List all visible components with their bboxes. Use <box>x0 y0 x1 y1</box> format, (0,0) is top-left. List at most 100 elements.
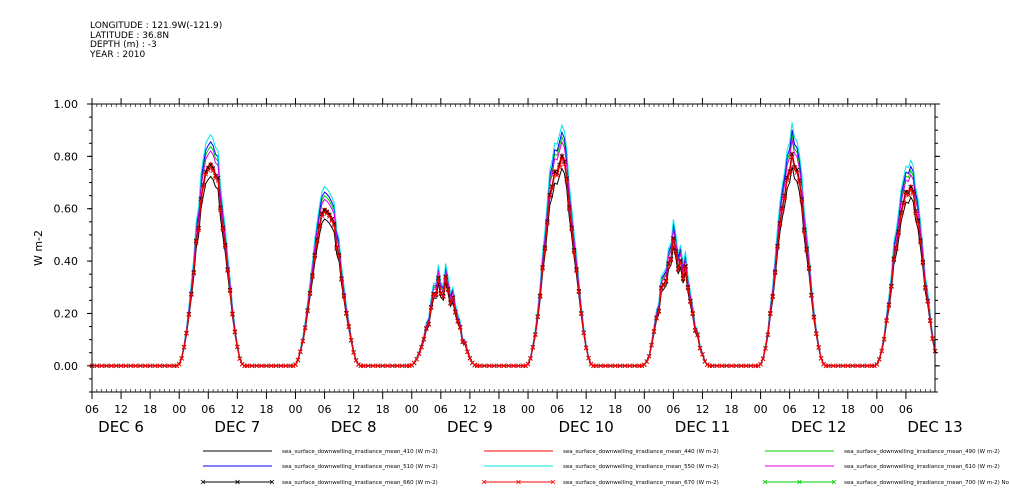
series-marker-7 <box>525 361 531 367</box>
x-hour-label: 18 <box>841 403 855 416</box>
series-marker-7 <box>220 227 226 232</box>
series-marker-7 <box>906 193 911 198</box>
series-marker-7 <box>891 257 897 263</box>
series-marker-7 <box>663 279 669 285</box>
series-marker-6 <box>436 275 441 281</box>
series-marker-7 <box>227 288 233 294</box>
series-marker-7 <box>411 360 417 366</box>
x-date-label: DEC 12 <box>791 418 846 436</box>
legend-label: sea_surface_downwelling_irradiance_mean_… <box>844 449 1000 455</box>
series-marker-7 <box>678 259 683 265</box>
series-marker-7 <box>486 363 492 369</box>
series-marker-7 <box>191 271 197 276</box>
series-marker-7 <box>339 277 344 282</box>
series-marker-7 <box>617 363 623 369</box>
series-marker-7 <box>467 355 473 361</box>
x-hour-label: 18 <box>143 403 157 416</box>
series-marker-7 <box>641 362 647 368</box>
x-hour-label: 06 <box>434 403 448 416</box>
x-hour-label: 00 <box>521 403 535 416</box>
axes: 0.00 0.20 0.40 0.60 0.80 1.00 06 12 18 00 06 12 18 00… <box>54 98 963 436</box>
series-marker-7 <box>855 363 860 369</box>
series-marker-7 <box>421 337 427 342</box>
series-marker-7 <box>680 276 686 282</box>
legend-marker <box>831 479 837 485</box>
series-marker-7 <box>688 299 693 305</box>
series-marker-7 <box>453 310 458 315</box>
x-date-label: DEC 10 <box>558 418 613 436</box>
series-marker-7 <box>622 363 628 369</box>
x-hour-label: 00 <box>288 403 302 416</box>
series-marker-7 <box>775 245 780 250</box>
series-marker-7 <box>767 311 773 317</box>
legend-label: sea_surface_downwelling_irradiance_mean_… <box>563 464 719 470</box>
y-tick-label: 1.00 <box>54 98 79 111</box>
series-marker-7 <box>399 363 405 369</box>
series-marker-7 <box>186 312 192 318</box>
series-marker-7 <box>758 361 763 367</box>
series-marker-7 <box>327 214 332 219</box>
series-marker-7 <box>307 291 313 297</box>
series-marker-7 <box>203 172 209 177</box>
series-marker-7 <box>305 308 310 314</box>
x-hour-label: 12 <box>812 403 826 416</box>
series-marker-7 <box>528 356 533 361</box>
series-marker-7 <box>295 357 301 363</box>
series-marker-7 <box>889 284 894 290</box>
series-marker-7 <box>457 325 463 330</box>
series-marker-7 <box>661 283 667 288</box>
series-marker-7 <box>433 292 439 298</box>
legend: sea_surface_downwelling_irradiance_mean_… <box>200 449 1009 486</box>
series-marker-7 <box>138 363 143 369</box>
series-marker-7 <box>94 363 100 369</box>
series-marker-7 <box>443 275 448 281</box>
series-marker-7 <box>787 171 792 176</box>
series-marker-7 <box>574 268 579 273</box>
x-hour-label: 18 <box>492 403 506 416</box>
series-marker-7 <box>239 361 245 367</box>
series-marker-7 <box>549 186 555 191</box>
series-marker-7 <box>496 363 502 369</box>
series-marker-7 <box>632 363 637 369</box>
series-marker-7 <box>179 356 184 361</box>
x-date-label: DEC 11 <box>675 418 730 436</box>
series-marker-7 <box>423 326 429 332</box>
series-marker-7 <box>569 226 574 232</box>
x-hour-label: 12 <box>463 403 477 416</box>
series-marker-7 <box>455 319 461 324</box>
series-marker-7 <box>385 363 390 369</box>
series-marker-7 <box>748 363 754 369</box>
x-hour-label: 18 <box>725 403 739 416</box>
series-marker-7 <box>516 363 521 369</box>
series-marker-7 <box>380 363 386 369</box>
series-marker-7 <box>540 266 545 271</box>
series-marker-7 <box>319 213 325 218</box>
series-marker-7 <box>235 344 240 350</box>
series-marker-7 <box>222 244 228 249</box>
legend-marker <box>550 479 556 485</box>
x-date-label: DEC 7 <box>214 418 260 436</box>
series-marker-7 <box>588 361 594 367</box>
series-marker-7 <box>552 171 557 177</box>
series-marker-7 <box>690 311 696 317</box>
series-marker-7 <box>142 363 148 369</box>
x-date-label: DEC 6 <box>98 418 144 436</box>
series-marker-7 <box>436 276 441 282</box>
series-marker-7 <box>918 239 923 245</box>
series-marker-7 <box>189 292 194 297</box>
series-marker-7 <box>225 268 230 273</box>
x-hour-label: 12 <box>230 403 244 416</box>
series-marker-7 <box>765 332 771 338</box>
x-hour-label: 00 <box>637 403 651 416</box>
series-marker-7 <box>692 328 698 334</box>
x-hour-label: 00 <box>172 403 186 416</box>
series-marker-6 <box>903 189 909 195</box>
series-marker-7 <box>535 314 541 320</box>
series-marker-7 <box>864 363 870 369</box>
series-marker-7 <box>850 363 855 369</box>
series-marker-7 <box>922 285 928 291</box>
series-marker-7 <box>876 357 882 362</box>
series-marker-7 <box>903 191 909 197</box>
series-marker-7 <box>797 180 802 186</box>
series-marker-7 <box>341 294 347 299</box>
